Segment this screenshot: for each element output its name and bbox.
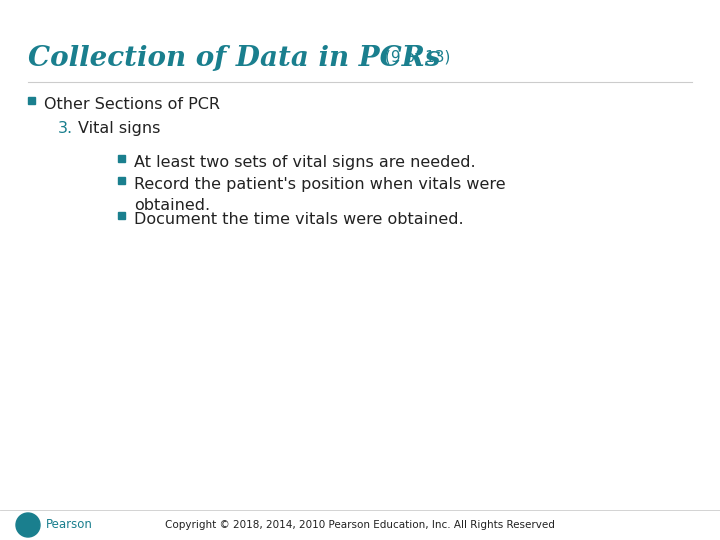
Text: (9 of 13): (9 of 13) <box>385 50 451 65</box>
Circle shape <box>16 513 40 537</box>
Bar <box>118 212 125 219</box>
Bar <box>118 177 125 184</box>
Text: At least two sets of vital signs are needed.: At least two sets of vital signs are nee… <box>134 155 476 170</box>
Bar <box>118 154 125 161</box>
Text: Other Sections of PCR: Other Sections of PCR <box>44 97 220 112</box>
Text: Record the patient's position when vitals were
obtained.: Record the patient's position when vital… <box>134 177 505 213</box>
Text: Pearson: Pearson <box>46 518 93 531</box>
Bar <box>28 97 35 104</box>
Text: 3.: 3. <box>58 121 73 136</box>
Text: Copyright © 2018, 2014, 2010 Pearson Education, Inc. All Rights Reserved: Copyright © 2018, 2014, 2010 Pearson Edu… <box>165 520 555 530</box>
Text: Collection of Data in PCRs: Collection of Data in PCRs <box>28 45 441 72</box>
Text: Document the time vitals were obtained.: Document the time vitals were obtained. <box>134 212 464 227</box>
Text: P: P <box>23 518 32 531</box>
Text: Vital signs: Vital signs <box>78 121 161 136</box>
